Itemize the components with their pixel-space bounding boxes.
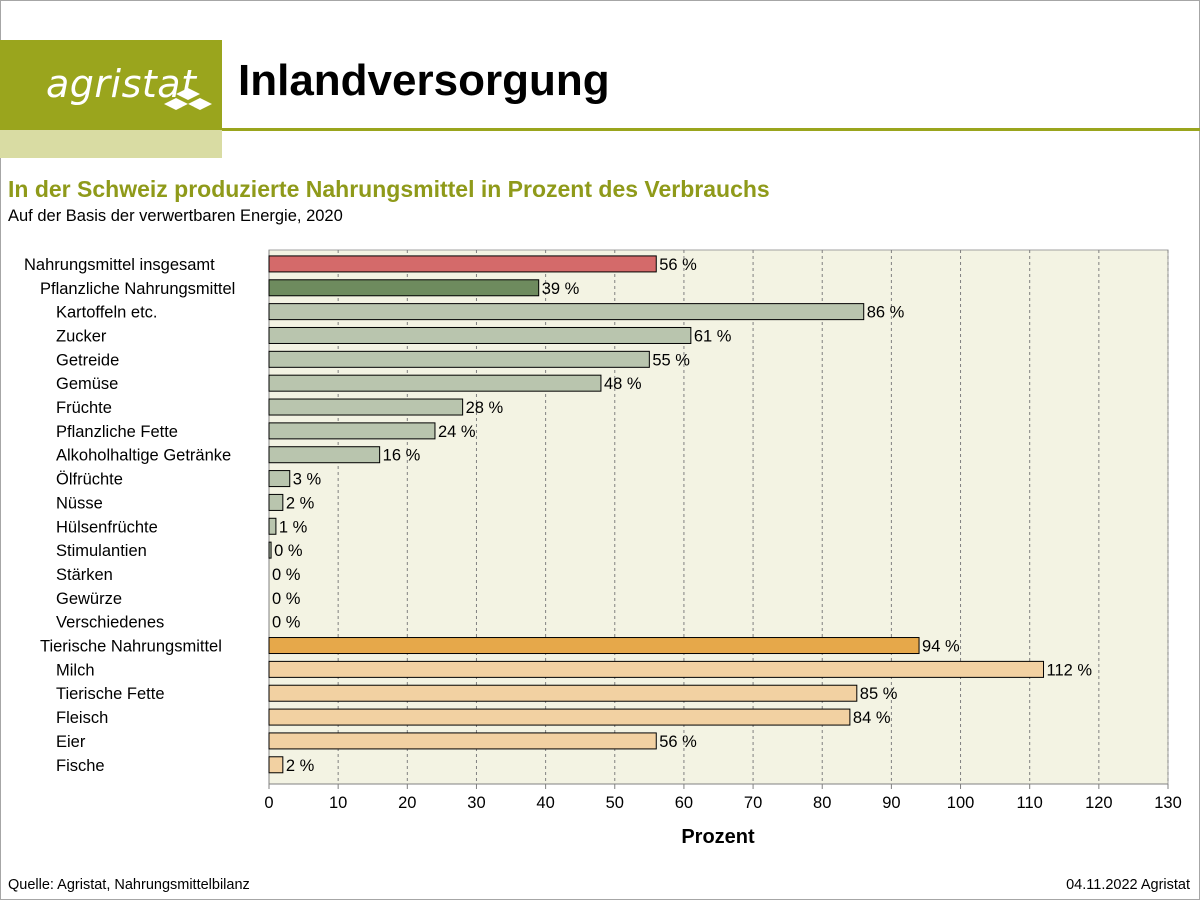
category-label: Nahrungsmittel insgesamt <box>24 256 215 274</box>
x-tick-label: 70 <box>744 794 762 812</box>
logo-underbar <box>0 130 222 158</box>
x-tick-label: 40 <box>536 794 554 812</box>
value-label: 0 % <box>272 566 301 584</box>
x-tick-label: 30 <box>467 794 485 812</box>
value-label: 24 % <box>438 423 476 441</box>
bar <box>268 279 540 297</box>
category-label: Stimulantien <box>56 542 147 560</box>
bar <box>268 350 650 368</box>
bar <box>268 422 436 440</box>
value-label: 0 % <box>274 542 303 560</box>
value-label: 112 % <box>1047 661 1093 679</box>
category-label: Tierische Nahrungsmittel <box>40 638 222 656</box>
x-tick-label: 100 <box>947 794 975 812</box>
category-label: Fische <box>56 757 105 775</box>
category-label: Alkoholhaltige Getränke <box>56 447 231 465</box>
bar <box>268 493 284 511</box>
x-tick-label: 0 <box>264 794 273 812</box>
category-label: Nüsse <box>56 494 103 512</box>
x-tick-label: 120 <box>1085 794 1113 812</box>
value-label: 0 % <box>272 614 301 632</box>
value-label: 2 % <box>286 494 315 512</box>
page-title: Inlandversorgung <box>238 56 610 105</box>
category-label: Pflanzliche Fette <box>56 423 178 441</box>
bar <box>268 398 464 416</box>
value-label: 0 % <box>272 590 301 608</box>
value-label: 86 % <box>867 304 905 322</box>
bar <box>268 660 1045 678</box>
bar <box>268 517 277 535</box>
category-label: Kartoffeln etc. <box>56 304 158 322</box>
value-label: 94 % <box>922 638 960 656</box>
category-label: Hülsenfrüchte <box>56 518 158 536</box>
x-tick-label: 130 <box>1154 794 1182 812</box>
x-axis-title: Prozent <box>681 826 755 848</box>
value-label: 84 % <box>853 709 891 727</box>
chart-title: In der Schweiz produzierte Nahrungsmitte… <box>8 176 770 202</box>
title-divider <box>222 128 1200 131</box>
category-label: Gewürze <box>56 590 122 608</box>
x-tick-label: 80 <box>813 794 831 812</box>
category-label: Eier <box>56 733 86 751</box>
x-tick-label: 60 <box>675 794 693 812</box>
category-label: Milch <box>56 661 95 679</box>
category-label: Verschiedenes <box>56 614 164 632</box>
value-label: 1 % <box>279 518 308 536</box>
source-note: Quelle: Agristat, Nahrungsmittelbilanz <box>8 877 250 893</box>
category-label: Stärken <box>56 566 113 584</box>
value-label: 3 % <box>293 471 322 489</box>
bar <box>268 732 657 750</box>
value-label: 56 % <box>659 733 697 751</box>
value-label: 39 % <box>542 280 580 298</box>
logo-diamond-icon <box>164 88 212 110</box>
x-tick-label: 10 <box>329 794 347 812</box>
category-label: Gemüse <box>56 375 118 393</box>
category-label: Fleisch <box>56 709 108 727</box>
bar <box>268 374 602 392</box>
bar <box>268 470 291 488</box>
value-label: 2 % <box>286 757 315 775</box>
bar <box>268 637 920 655</box>
bar <box>268 255 657 273</box>
logo-text: agristat <box>46 62 197 106</box>
logo-box <box>0 40 222 130</box>
category-label: Pflanzliche Nahrungsmittel <box>40 280 235 298</box>
date-note: 04.11.2022 Agristat <box>1066 877 1190 893</box>
bar <box>268 303 865 321</box>
value-label: 48 % <box>604 375 642 393</box>
category-label: Getreide <box>56 351 119 369</box>
bar <box>268 446 381 464</box>
bar <box>268 541 272 559</box>
value-label: 61 % <box>694 327 732 345</box>
value-label: 28 % <box>466 399 504 417</box>
category-label: Früchte <box>56 399 112 417</box>
bar <box>268 708 851 726</box>
bar <box>268 326 692 344</box>
bar <box>268 684 858 702</box>
bar-chart: 0 10 20 30 40 50 60 70 80 90 100 110 120 130 Prozent Na… <box>24 249 1182 848</box>
category-label: Tierische Fette <box>56 685 165 703</box>
value-label: 16 % <box>383 447 421 465</box>
bar <box>268 756 284 774</box>
x-tick-label: 20 <box>398 794 416 812</box>
x-tick-label: 50 <box>606 794 624 812</box>
value-label: 85 % <box>860 685 898 703</box>
category-label: Zucker <box>56 327 107 345</box>
value-label: 55 % <box>652 351 690 369</box>
x-tick-label: 110 <box>1017 794 1043 812</box>
value-label: 56 % <box>659 256 697 274</box>
x-tick-label: 90 <box>882 794 900 812</box>
chart-subtitle: Auf der Basis der verwertbaren Energie, … <box>8 207 343 225</box>
category-label: Ölfrüchte <box>56 471 123 489</box>
